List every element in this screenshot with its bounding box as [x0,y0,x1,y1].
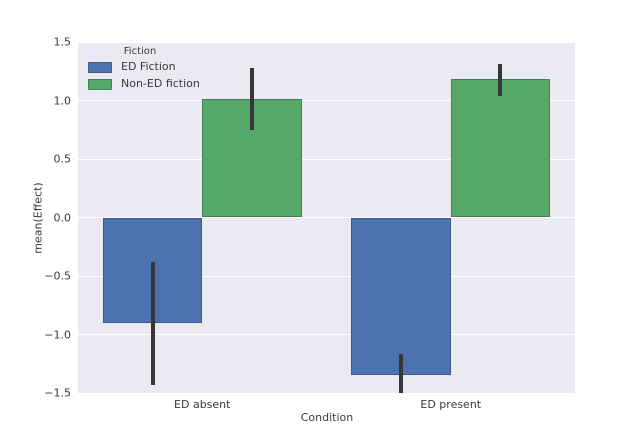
gridline-0.0 [78,217,575,218]
legend-label-ed-fiction: ED Fiction [121,60,176,73]
error-bar-ed-absent-non-ed-fiction [249,67,254,130]
gridline-0.5 [78,158,575,160]
gridline-−0.5 [78,275,575,277]
y-tick-label-−0.5: −0.5 [44,269,71,283]
error-bar-ed-present-non-ed-fiction [498,64,503,96]
error-bar-ed-absent-ed-fiction [150,261,155,385]
y-tick-label-1.5: 1.5 [53,35,72,49]
bar-ed-present-ed-fiction [351,217,451,376]
y-axis-label: mean(Effect) [31,182,45,254]
error-bar-ed-present-ed-fiction [399,354,404,393]
y-tick-label-−1.0: −1.0 [44,328,71,341]
x-tick-label-ed-absent: ED absent [174,398,231,411]
legend: Fiction ED Fiction Non-ED fiction [88,46,212,94]
y-tick-label-0.5: 0.5 [53,152,72,166]
legend-swatch-non-ed-fiction [88,78,112,90]
gridline-−1.0 [78,334,575,335]
y-tick-label-1.0: 1.0 [53,94,72,107]
x-tick-label-ed-present: ED present [420,398,482,411]
y-tick-label-−1.5: −1.5 [44,386,71,400]
bar-ed-present-non-ed-fiction [450,79,551,218]
legend-label-non-ed-fiction: Non-ED fiction [121,77,200,90]
legend-item-non-ed-fiction: Non-ED fiction [88,77,212,91]
gridline-1.5 [78,41,575,43]
legend-title: Fiction [123,46,157,57]
gridline-−1.5 [78,392,575,394]
gridline-1.0 [78,100,575,101]
plot-area [78,41,575,394]
legend-swatch-ed-fiction [88,61,112,73]
y-tick-label-0.0: 0.0 [53,211,72,224]
legend-item-ed-fiction: ED Fiction [88,60,212,74]
x-axis-label: Condition [300,411,354,424]
